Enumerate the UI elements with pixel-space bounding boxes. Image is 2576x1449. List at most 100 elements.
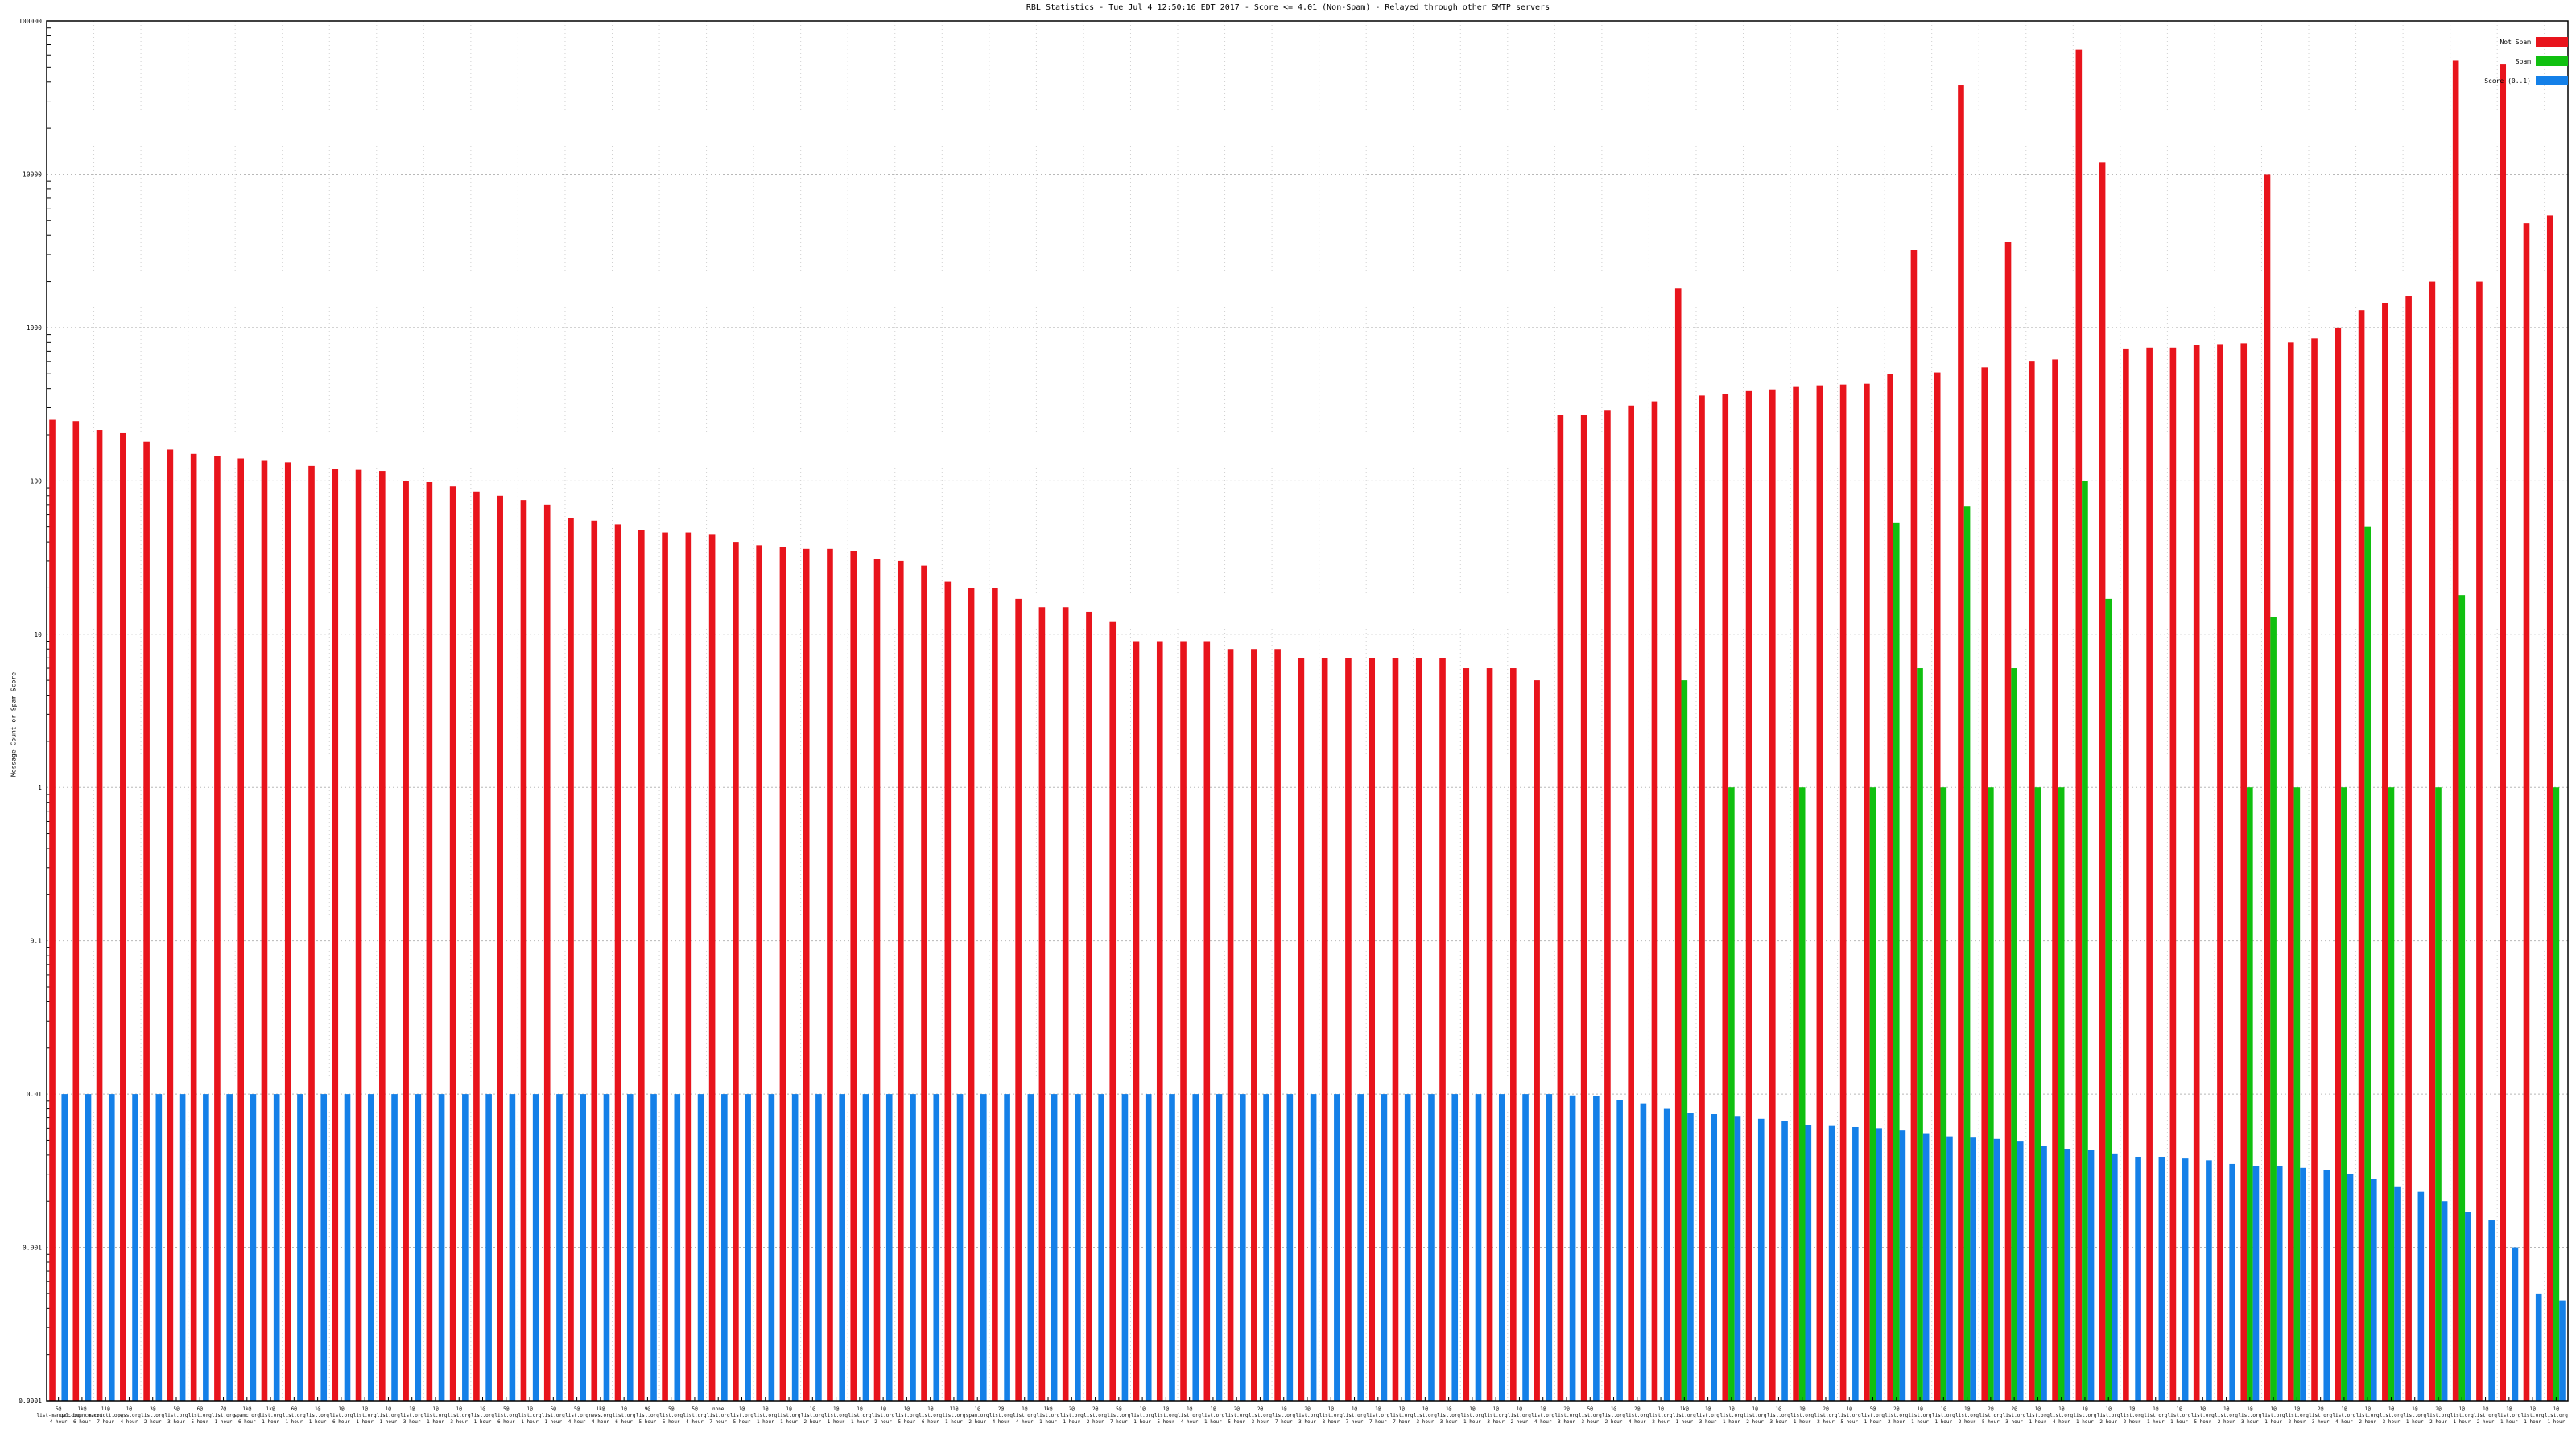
bar-score-0-1 (910, 1094, 916, 1401)
bar-not-spam (968, 588, 975, 1401)
bar-score-0-1 (438, 1094, 445, 1401)
y-tick-label: 0.01 (27, 1091, 42, 1098)
bar-not-spam (1793, 386, 1799, 1401)
bar-score-0-1 (1569, 1095, 1576, 1401)
bar-score-0-1 (273, 1094, 280, 1401)
bar-spam (1869, 787, 1876, 1401)
bar-spam (2034, 787, 2041, 1401)
bar-score-0-1 (1357, 1094, 1364, 1401)
bar-score-0-1 (203, 1094, 209, 1401)
bar-score-0-1 (2417, 1191, 2425, 1401)
bar-not-spam (2334, 327, 2342, 1401)
bar-score-0-1 (367, 1094, 374, 1401)
bar-not-spam (2358, 310, 2365, 1402)
bar-score-0-1 (2559, 1300, 2566, 1401)
bar-not-spam (2405, 296, 2412, 1401)
bar-score-0-1 (1145, 1094, 1152, 1401)
bar-score-0-1 (2064, 1149, 2071, 1401)
bar-score-0-1 (226, 1094, 233, 1401)
bar-spam (1681, 680, 1688, 1401)
x-tick-label: 5@ list.org 3 hour (1579, 1406, 1602, 1425)
bar-score-0-1 (2394, 1186, 2401, 1401)
bar-score-0-1 (85, 1094, 92, 1401)
bar-not-spam (1321, 658, 1328, 1401)
bar-score-0-1 (2158, 1156, 2165, 1401)
bar-not-spam (355, 469, 362, 1401)
x-tick-label: 1@ list.org 3 hour (448, 1406, 471, 1425)
x-tick-label: 1@ list.org 1 hour (1932, 1406, 1955, 1425)
bar-not-spam (284, 462, 291, 1401)
bar-not-spam (1345, 658, 1352, 1401)
x-tick-label: 1@ list.org 1 hour (2144, 1406, 2167, 1425)
bar-not-spam (449, 486, 456, 1401)
bar-spam (2105, 598, 2112, 1401)
bar-not-spam (120, 432, 126, 1402)
bar-not-spam (1392, 658, 1399, 1401)
x-tick-label: 1@ list.org 1 hour (1790, 1406, 1814, 1425)
bar-score-0-1 (532, 1094, 539, 1401)
bar-not-spam (1298, 658, 1305, 1401)
bar-score-0-1 (697, 1094, 704, 1401)
x-tick-label: 6@ list.org 5 hour (188, 1406, 212, 1425)
bar-score-0-1 (108, 1094, 115, 1401)
bar-score-0-1 (2041, 1146, 2047, 1401)
bar-not-spam (426, 482, 433, 1401)
bar-score-0-1 (1334, 1094, 1340, 1401)
legend-swatch (2536, 56, 2568, 66)
x-tick-label: 1k@ list.org 1 hour (1673, 1406, 1696, 1425)
x-tick-label: 1@ list.org 6 hour (613, 1406, 636, 1425)
bar-not-spam (1887, 374, 1893, 1402)
x-tick-label: 1@ pass.org 4 hour (118, 1406, 141, 1425)
bar-score-0-1 (1781, 1121, 1788, 1401)
bar-score-0-1 (1027, 1094, 1034, 1401)
bar-score-0-1 (1239, 1094, 1246, 1401)
bar-score-0-1 (1051, 1094, 1058, 1401)
bar-score-0-1 (2087, 1150, 2095, 1401)
x-tick-label: 1@ list.org 3 hour (2238, 1406, 2261, 1425)
x-tick-label: 1@ list.org 6 hour (919, 1406, 942, 1425)
bar-spam (1798, 787, 1806, 1401)
bar-score-0-1 (2206, 1160, 2212, 1401)
bar-spam (2082, 481, 2088, 1401)
bar-score-0-1 (61, 1094, 68, 1401)
x-tick-label: 1@ list.org 1 hour (1460, 1406, 1484, 1425)
y-tick-label: 100000 (19, 18, 42, 25)
x-tick-label: 1@ list.org 2 hour (872, 1406, 895, 1425)
bar-not-spam (2217, 344, 2223, 1402)
y-axis-ticks: 0.0001 0.001 0.01 0.1 1 10 100 1000 10000 100000 (19, 18, 51, 1405)
bar-score-0-1 (815, 1094, 822, 1401)
bar-not-spam (1580, 415, 1587, 1402)
bar-not-spam (379, 471, 386, 1401)
x-tick-label: 1k@ news.org 4 hour (588, 1406, 612, 1425)
bar-spam (2458, 595, 2466, 1401)
bar-score-0-1 (1428, 1094, 1435, 1401)
bar-not-spam (497, 495, 503, 1401)
x-tick-label: 1@ list.org 7 hour (1390, 1406, 1414, 1425)
bar-not-spam (614, 524, 621, 1402)
x-tick-label: 1@ list.org 1 hour (471, 1406, 494, 1425)
legend-swatch (2536, 76, 2568, 85)
legend-item: Not Spam (2479, 32, 2568, 52)
bar-not-spam (1415, 658, 1422, 1401)
bar-not-spam (1934, 372, 1941, 1402)
bar-not-spam (850, 551, 857, 1402)
bar-not-spam (1109, 621, 1117, 1401)
bar-score-0-1 (1757, 1118, 1765, 1401)
bar-spam (1728, 787, 1735, 1401)
x-tick-label: 1k@ pcc-bounce.com 6 hour (62, 1406, 103, 1425)
bar-not-spam (1722, 394, 1729, 1401)
bar-not-spam (261, 460, 268, 1401)
bar-score-0-1 (791, 1094, 799, 1401)
x-tick-label: 2@ list.org 3 hour (1249, 1406, 1272, 1425)
bar-not-spam (2287, 342, 2294, 1402)
x-tick-label: 1@ list.org 2 hour (1649, 1406, 1673, 1425)
bar-score-0-1 (250, 1094, 257, 1401)
bar-not-spam (2099, 162, 2106, 1402)
bar-score-0-1 (1286, 1094, 1294, 1401)
bar-score-0-1 (1004, 1094, 1010, 1401)
bar-score-0-1 (1993, 1138, 2000, 1401)
x-tick-label: 5@ list.org 4 hour (565, 1406, 588, 1425)
x-tick-label: 1@ list.org 5 hour (895, 1406, 919, 1425)
bar-not-spam (1463, 668, 1470, 1401)
